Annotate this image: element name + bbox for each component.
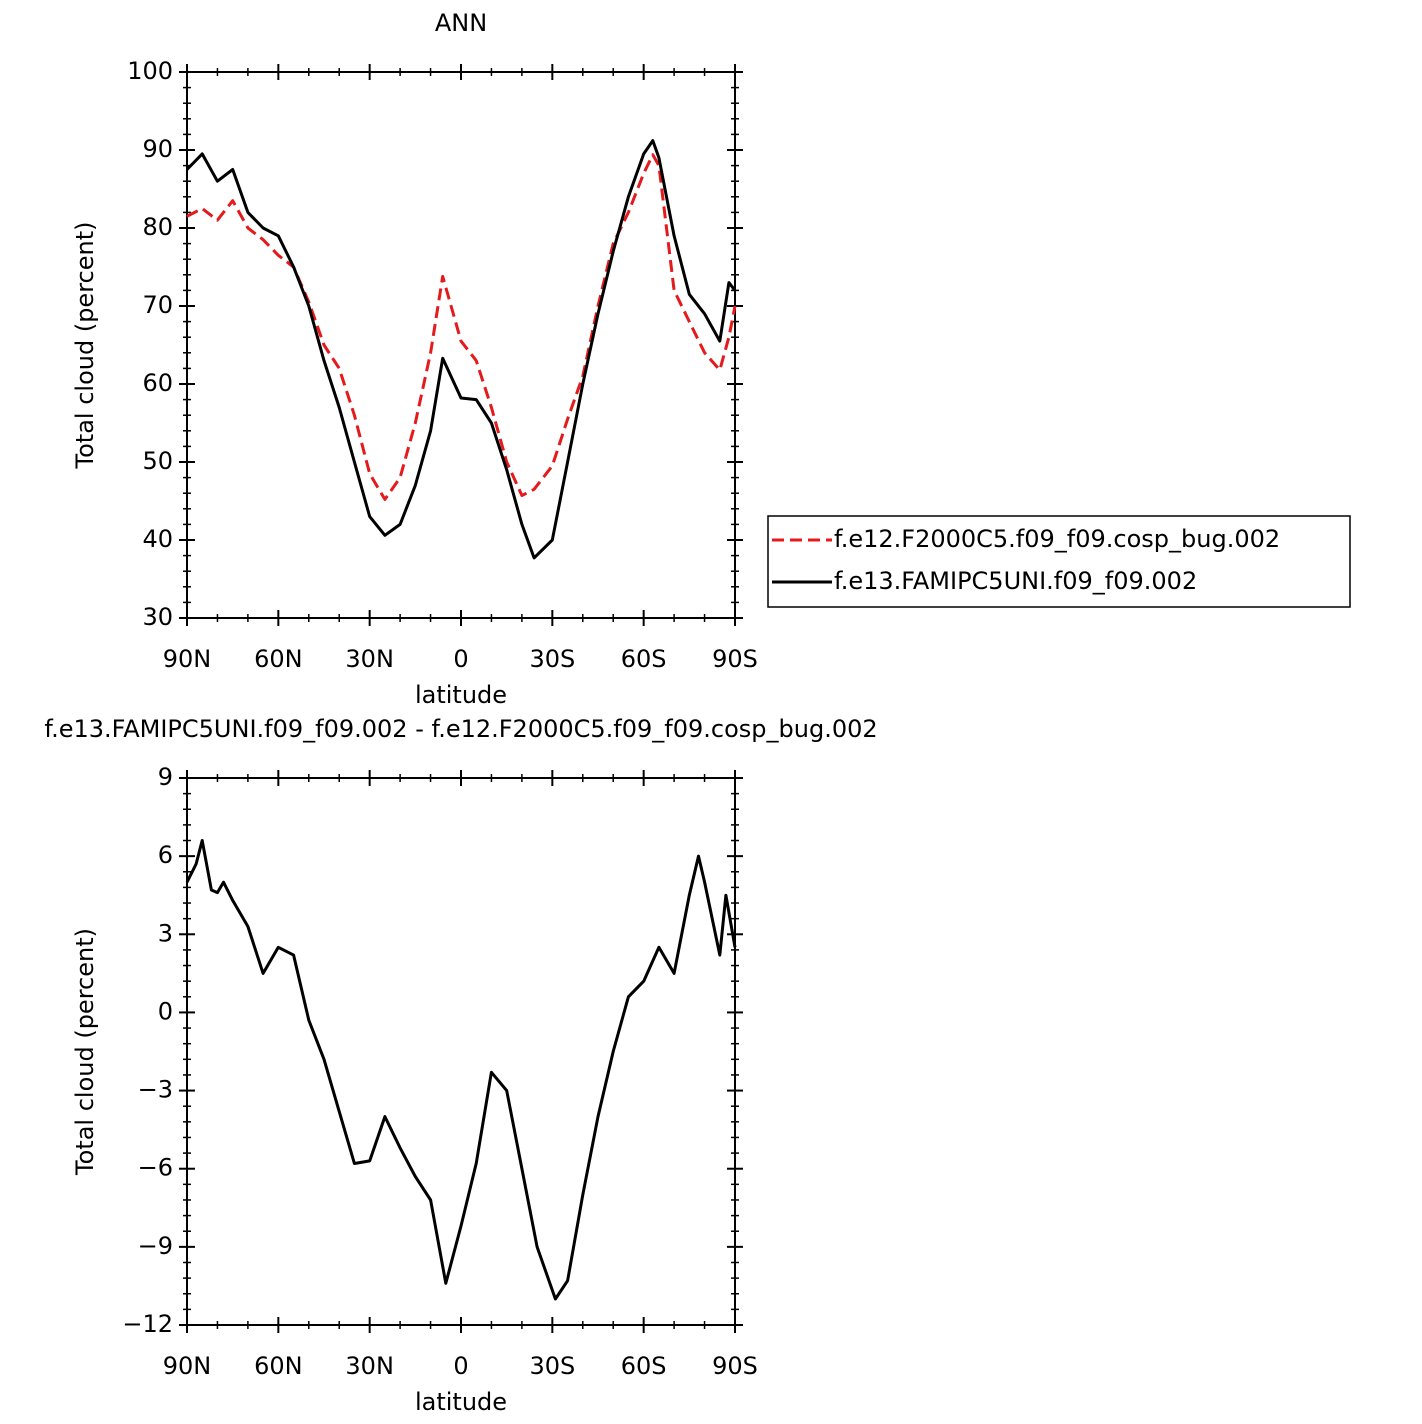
y-tick-label: −9	[138, 1232, 173, 1260]
y-tick-label: 100	[127, 57, 173, 85]
x-tick-label: 90N	[163, 645, 212, 673]
y-tick-label: −12	[122, 1310, 173, 1338]
x-tick-label: 60N	[254, 1352, 303, 1380]
y-tick-label: 90	[142, 135, 173, 163]
x-tick-label: 90S	[712, 645, 758, 673]
y-tick-label: −3	[138, 1076, 173, 1104]
x-axis-label: latitude	[415, 1388, 507, 1416]
x-tick-label: 30S	[529, 1352, 575, 1380]
x-tick-label: 30N	[345, 1352, 394, 1380]
legend-box	[767, 515, 1351, 608]
series-line	[185, 139, 737, 560]
x-tick-label: 0	[453, 1352, 468, 1380]
y-tick-label: 0	[158, 997, 173, 1025]
x-axis-label: latitude	[415, 681, 507, 709]
x-tick-label: 60S	[621, 645, 667, 673]
x-tick-label: 90S	[712, 1352, 758, 1380]
y-tick-label: −6	[138, 1154, 173, 1182]
y-tick-label: 30	[142, 603, 173, 631]
x-tick-label: 0	[453, 645, 468, 673]
chart-title: f.e13.FAMIPC5UNI.f09_f09.002 - f.e12.F20…	[44, 715, 877, 743]
y-tick-label: 70	[142, 291, 173, 319]
y-tick-label: 9	[158, 763, 173, 791]
x-tick-label: 60N	[254, 645, 303, 673]
x-tick-label: 60S	[621, 1352, 667, 1380]
legend-label: f.e13.FAMIPC5UNI.f09_f09.002	[834, 567, 1197, 595]
legend-label: f.e12.F2000C5.f09_f09.cosp_bug.002	[834, 525, 1280, 553]
y-axis-label: Total cloud (percent)	[71, 222, 99, 470]
x-tick-label: 30N	[345, 645, 394, 673]
y-axis-label: Total cloud (percent)	[71, 928, 99, 1176]
y-tick-label: 6	[158, 841, 173, 869]
chart-title: ANN	[435, 9, 487, 37]
plot-frame	[186, 777, 736, 1326]
y-tick-label: 60	[142, 369, 173, 397]
x-tick-label: 90N	[163, 1352, 212, 1380]
y-tick-label: 50	[142, 447, 173, 475]
x-tick-label: 30S	[529, 645, 575, 673]
series-line	[186, 153, 737, 501]
y-tick-label: 3	[158, 919, 173, 947]
series-line	[185, 839, 737, 1301]
y-tick-label: 80	[142, 213, 173, 241]
y-tick-label: 40	[142, 525, 173, 553]
